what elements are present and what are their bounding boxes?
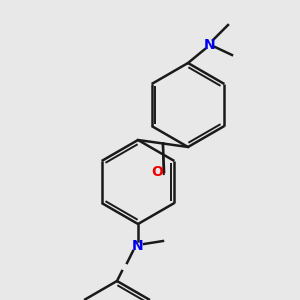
- Text: O: O: [151, 165, 163, 179]
- Text: N: N: [204, 38, 216, 52]
- Text: N: N: [132, 239, 144, 253]
